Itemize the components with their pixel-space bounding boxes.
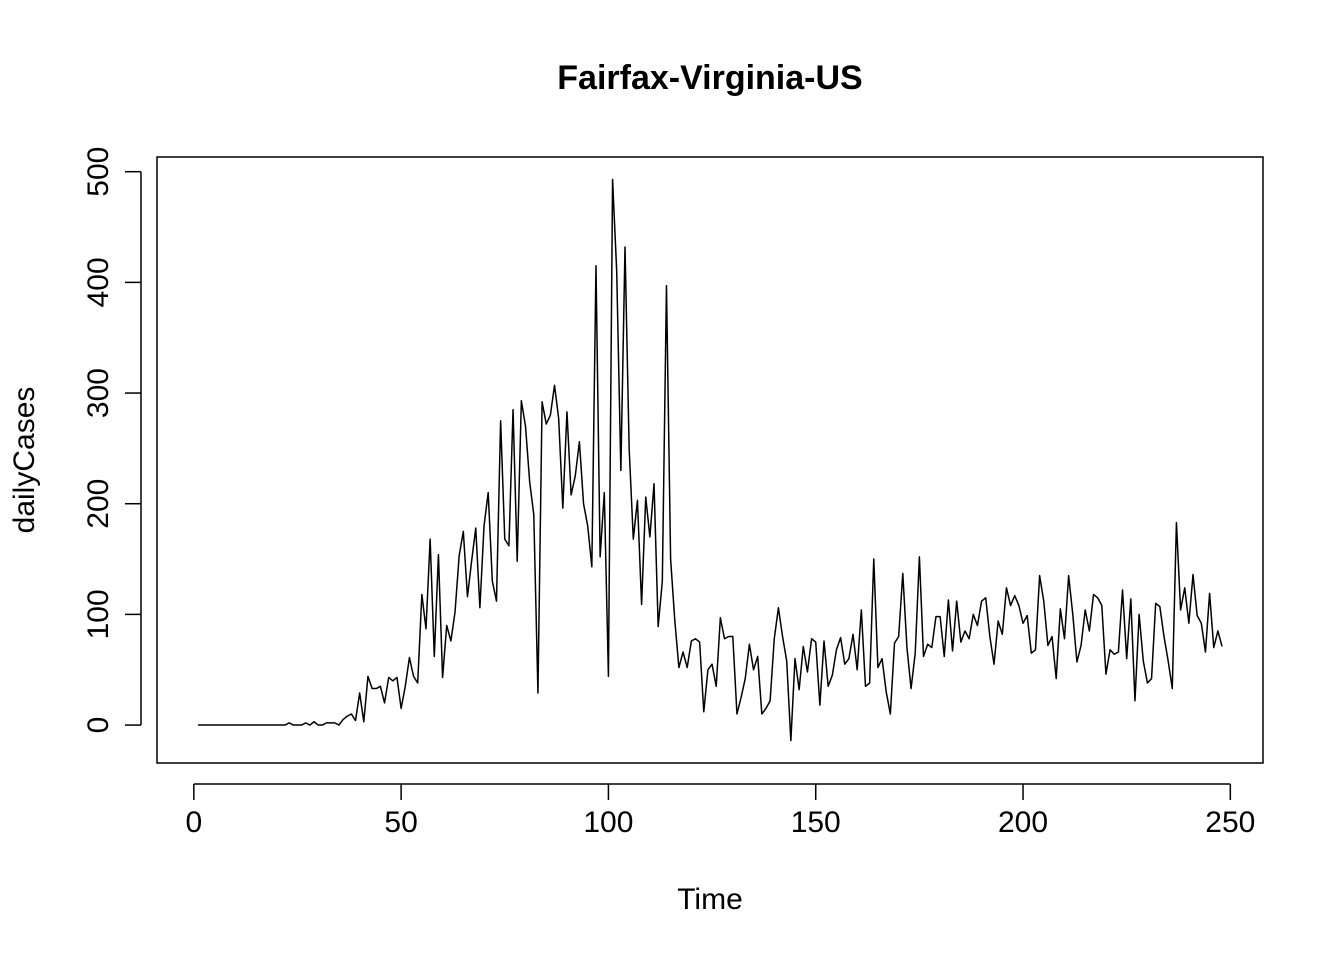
y-tick-label: 100: [82, 589, 115, 639]
x-tick-label: 50: [384, 806, 417, 839]
y-tick-label: 0: [82, 717, 115, 734]
y-tick-label: 400: [82, 257, 115, 307]
plot-box: [156, 156, 1264, 764]
data-line: [197, 178, 1223, 742]
x-tick-label: 0: [185, 806, 202, 839]
chart-title: Fairfax-Virginia-US: [557, 59, 862, 97]
y-tick-label: 200: [82, 479, 115, 529]
x-tick-label: 100: [583, 806, 633, 839]
x-tick-label: 250: [1205, 806, 1255, 839]
x-tick-label: 200: [998, 806, 1048, 839]
y-tick-label: 500: [82, 147, 115, 197]
x-axis-label: Time: [677, 883, 743, 916]
y-axis-label: dailyCases: [8, 387, 41, 534]
x-tick-label: 150: [791, 806, 841, 839]
y-tick-label: 300: [82, 368, 115, 418]
